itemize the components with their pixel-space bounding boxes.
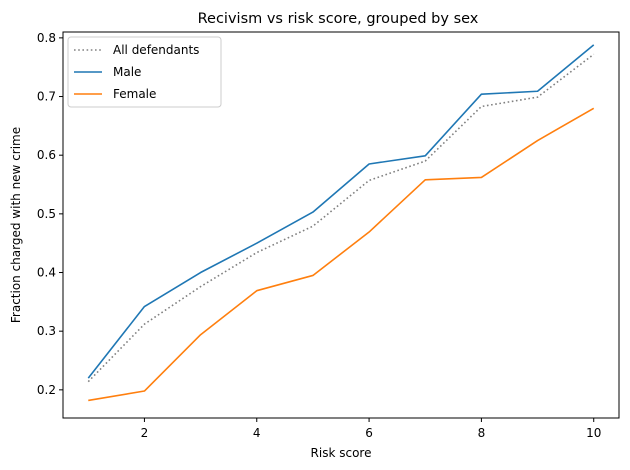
y-tick-label: 0.2 bbox=[37, 383, 56, 397]
series-layer bbox=[87, 44, 595, 402]
legend-label-male: Male bbox=[113, 65, 141, 79]
legend: All defendants Male Female bbox=[67, 36, 222, 108]
legend-label-all-defendants: All defendants bbox=[113, 43, 199, 57]
legend-box bbox=[67, 36, 222, 108]
y-tick-label: 0.6 bbox=[37, 148, 56, 162]
y-tick-label: 0.3 bbox=[37, 324, 56, 338]
y-tick-label: 0.4 bbox=[37, 266, 56, 280]
legend-label-female: Female bbox=[113, 87, 156, 101]
y-axis-label: Fraction charged with new crime bbox=[9, 127, 23, 323]
y-tick-label: 0.8 bbox=[37, 31, 56, 45]
y-axis: 0.2 0.3 0.4 0.5 0.6 0.7 0.8 bbox=[37, 31, 63, 397]
x-tick-label: 2 bbox=[141, 426, 149, 440]
x-tick-label: 10 bbox=[586, 426, 601, 440]
series-line-all-defendants bbox=[87, 53, 595, 383]
x-tick-label: 8 bbox=[478, 426, 486, 440]
legend-items: All defendants Male Female bbox=[74, 43, 199, 101]
y-tick-label: 0.5 bbox=[37, 207, 56, 221]
series-line-male bbox=[87, 44, 595, 379]
y-tick-label: 0.7 bbox=[37, 90, 56, 104]
x-tick-label: 4 bbox=[253, 426, 261, 440]
x-axis-label: Risk score bbox=[311, 446, 372, 460]
chart-title: Recivism vs risk score, grouped by sex bbox=[198, 11, 479, 27]
x-axis: 2 4 6 8 10 bbox=[141, 418, 601, 440]
plot-area bbox=[62, 31, 620, 419]
series-line-female bbox=[88, 107, 595, 402]
plot-frame bbox=[62, 31, 620, 419]
x-tick-label: 6 bbox=[365, 426, 373, 440]
